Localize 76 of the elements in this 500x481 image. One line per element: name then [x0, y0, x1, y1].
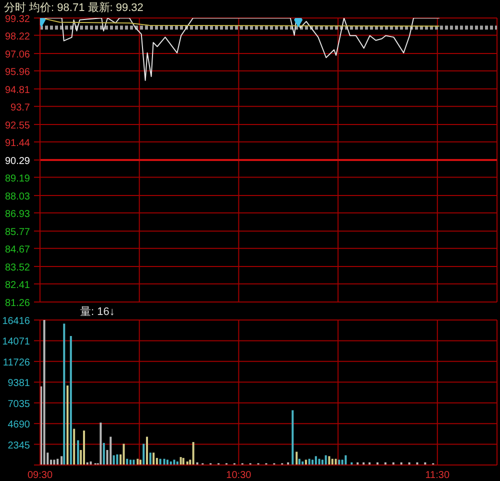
bar: [83, 430, 86, 465]
bar: [136, 458, 139, 465]
y-tick-label: 82.41: [4, 280, 30, 291]
bar: [139, 460, 142, 465]
bar: [77, 440, 80, 465]
y-tick-label: 85.77: [4, 227, 30, 238]
y-tick-label: 2345: [8, 440, 30, 452]
bar: [344, 455, 347, 465]
bar: [159, 458, 162, 465]
bar: [331, 458, 334, 465]
bar: [318, 458, 320, 465]
bar: [328, 456, 330, 465]
y-tick-label: 11726: [2, 357, 30, 368]
bar: [166, 460, 168, 465]
y-tick-label: 97.06: [4, 50, 30, 61]
y-tick-label: 9381: [8, 378, 30, 390]
bar: [110, 436, 112, 465]
bar: [163, 458, 166, 465]
bar: [132, 460, 135, 465]
y-tick-label: 81.26: [4, 298, 30, 309]
y-tick-label: 99.32: [4, 14, 30, 25]
bar: [296, 452, 298, 465]
bar: [312, 460, 314, 465]
bar: [60, 456, 63, 465]
bar: [56, 458, 59, 465]
bar: [70, 336, 72, 465]
y-tick-label: 83.52: [4, 262, 30, 274]
bar: [321, 460, 324, 465]
y-tick-label: 86.93: [4, 208, 30, 220]
chart-title: 分时 均价: 98.71 最新: 99.32: [4, 2, 144, 14]
y-tick-label: 16416: [2, 316, 30, 327]
bar: [182, 458, 184, 465]
bar: [341, 460, 344, 465]
bar: [149, 452, 152, 465]
bar: [298, 458, 300, 465]
y-tick-label: 92.55: [4, 120, 30, 132]
bar: [122, 444, 125, 465]
chart-title: 量: 16↓: [80, 306, 115, 318]
bar: [53, 460, 56, 465]
y-tick-label: 14071: [2, 336, 30, 348]
y-tick-label: 94.81: [4, 84, 30, 96]
bar: [192, 442, 194, 465]
bar: [63, 324, 66, 465]
bar: [146, 436, 148, 465]
bar: [292, 410, 294, 465]
bar: [130, 460, 132, 465]
bar: [102, 442, 105, 465]
bar: [324, 455, 327, 465]
y-tick-label: 7035: [8, 398, 30, 410]
y-tick-label: 93.7: [10, 102, 30, 114]
bar: [334, 458, 337, 465]
bar: [308, 458, 310, 465]
y-tick-label: 88.03: [4, 192, 30, 203]
bar: [142, 444, 145, 465]
y-tick-label: 90.29: [4, 156, 30, 167]
bar: [173, 460, 176, 465]
bar: [43, 320, 46, 465]
bar: [112, 455, 115, 465]
bar: [304, 460, 307, 465]
y-tick-label: 84.67: [4, 244, 30, 256]
bar: [73, 428, 76, 465]
x-tick-label: 10:30: [226, 470, 252, 481]
bar: [180, 457, 182, 465]
y-tick-label: 95.96: [4, 66, 30, 78]
bar: [338, 460, 340, 465]
bar: [116, 454, 118, 465]
bar: [152, 452, 155, 465]
bar: [100, 422, 102, 465]
y-tick-label: 98.22: [4, 31, 30, 42]
y-tick-label: 91.44: [4, 138, 30, 149]
x-tick-label: 11:30: [425, 470, 450, 481]
y-tick-label: 89.19: [4, 173, 30, 184]
bar: [314, 456, 317, 465]
x-tick-label: 09:30: [27, 470, 53, 481]
y-tick-label: 4690: [8, 420, 30, 431]
bar: [66, 386, 69, 465]
